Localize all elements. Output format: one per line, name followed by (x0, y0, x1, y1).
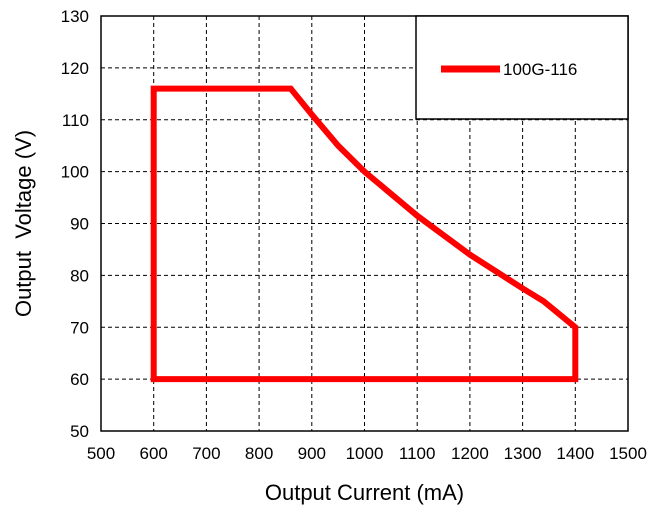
x-tick-label: 600 (140, 444, 168, 463)
x-axis-title: Output Current (mA) (265, 480, 464, 505)
legend: 100G-116 (415, 15, 629, 120)
x-tick-label: 900 (298, 444, 326, 463)
y-tick-label: 90 (70, 215, 89, 234)
x-tick-label: 700 (192, 444, 220, 463)
plot-frame (100, 15, 629, 432)
y-tick-label: 50 (70, 422, 89, 441)
series-line (150, 85, 579, 383)
x-tick-label: 1300 (504, 444, 542, 463)
legend-box (415, 15, 629, 120)
legend-label: 100G-116 (503, 60, 577, 79)
x-tick-label: 500 (87, 444, 115, 463)
x-tick-label: 1400 (556, 444, 594, 463)
y-tick-label: 130 (61, 7, 89, 26)
series-layer (150, 85, 579, 383)
x-tick-label: 1500 (609, 444, 647, 463)
x-tick-label: 1100 (399, 444, 436, 463)
x-tick-label: 800 (245, 444, 273, 463)
y-axis-title: Output Voltage (V) (11, 130, 36, 317)
y-tick-label: 100 (61, 163, 89, 182)
y-tick-label: 120 (61, 59, 89, 78)
y-tick-label: 60 (70, 370, 89, 389)
x-tick-label: 1000 (346, 444, 384, 463)
y-tick-label: 110 (62, 111, 89, 130)
x-tick-label: 1200 (451, 444, 489, 463)
y-tick-label: 80 (70, 266, 89, 285)
tick-labels: 500 600 700 800 900 1000 1100 1200 1300 1400 1500 5… (61, 7, 647, 463)
y-tick-label: 70 (70, 318, 89, 337)
